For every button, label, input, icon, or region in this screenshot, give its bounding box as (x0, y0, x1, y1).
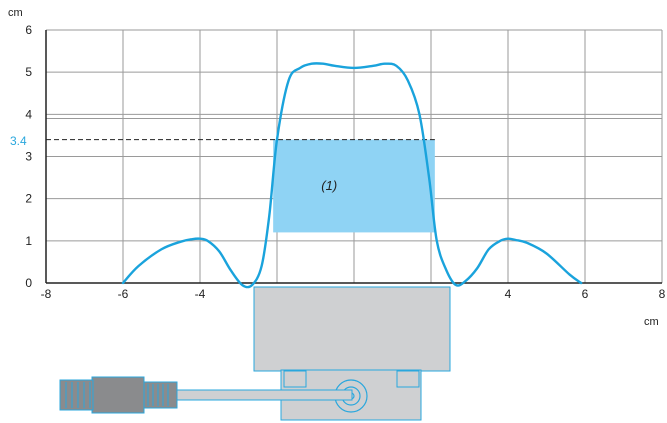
sensor-body-icon (253, 286, 451, 421)
connector-ridges (65, 382, 169, 408)
y-tick-label: 6 (25, 23, 32, 37)
y-tick-label: 2 (25, 192, 32, 206)
x-tick-label: -6 (118, 287, 129, 301)
connector-nut (91, 376, 145, 414)
y-tick-label: 0 (25, 276, 32, 290)
sensor-housing (253, 286, 451, 372)
x-tick-label: 8 (659, 287, 666, 301)
cable-connector-icon (59, 376, 353, 414)
connector-plug (59, 379, 94, 411)
x-tick-label: -8 (41, 287, 52, 301)
detection-curve (121, 62, 583, 289)
threshold-label: 3.4 (10, 134, 27, 148)
tick-labels: -8-6-4-2024680123456 (25, 23, 665, 301)
y-tick-label: 5 (25, 65, 32, 79)
x-tick-label: 4 (505, 287, 512, 301)
y-tick-label: 4 (25, 107, 32, 121)
detection-zone (273, 139, 435, 233)
x-tick-label: -4 (195, 287, 206, 301)
x-axis-unit: cm (644, 316, 659, 328)
cable (175, 389, 353, 401)
y-tick-label: 3 (25, 150, 32, 164)
y-tick-label: 1 (25, 234, 32, 248)
axes (45, 30, 662, 284)
y-axis-unit: cm (8, 7, 23, 19)
sensor-tab-right (396, 370, 420, 388)
sensor-tab-left (283, 370, 307, 388)
x-tick-label: 6 (582, 287, 589, 301)
zone-label: (1) (321, 178, 337, 193)
grid (46, 29, 663, 283)
